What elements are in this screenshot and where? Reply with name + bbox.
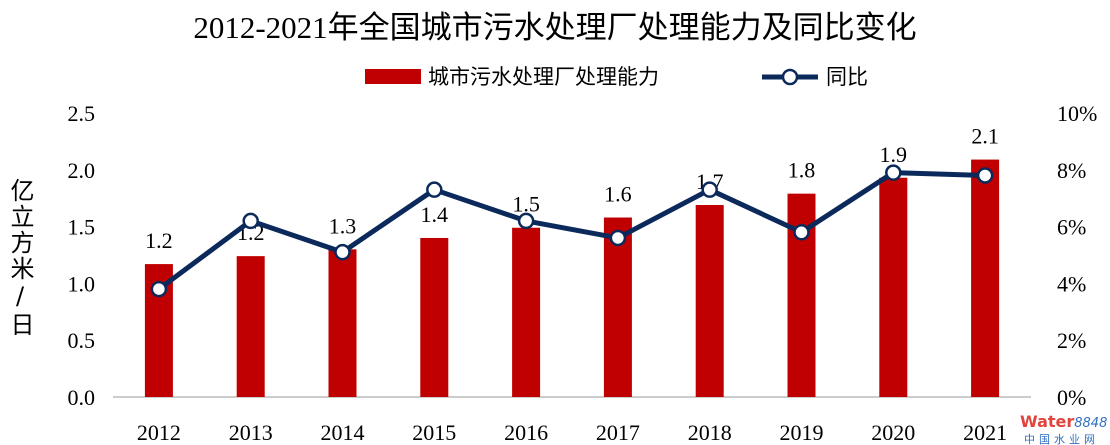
legend-line-label: 同比 — [826, 65, 868, 89]
yoy-point — [701, 181, 718, 198]
legend: 城市污水处理厂处理能力 同比 — [365, 65, 868, 89]
yoy-point — [517, 212, 535, 230]
bar-data-label: 1.5 — [512, 192, 540, 217]
yoy-point — [609, 229, 627, 247]
x-tick-label: 2017 — [596, 420, 640, 445]
legend-bar-swatch — [365, 69, 421, 84]
y2-tick-label: 0% — [1057, 385, 1086, 410]
bar — [603, 217, 632, 397]
yoy-point — [334, 243, 351, 261]
legend-bar-label: 城市污水处理厂处理能力 — [428, 65, 659, 89]
bar-data-label: 1.8 — [788, 158, 816, 183]
y2-tick-label: 8% — [1057, 158, 1086, 183]
yoy-point — [426, 181, 443, 198]
y2-tick-label: 4% — [1057, 271, 1086, 296]
watermark: Water8848 中国水业网 — [1020, 412, 1107, 445]
bar-data-label: 2.1 — [971, 124, 999, 149]
bar — [512, 227, 541, 397]
y-axis-title: 亿立方米/日 — [6, 178, 34, 338]
watermark-subtext: 中国水业网 — [1024, 433, 1099, 445]
yoy-point — [242, 212, 259, 230]
y-tick-label: 0.0 — [68, 385, 96, 410]
y2-tick-label: 2% — [1057, 328, 1086, 353]
y-tick-label: 1.5 — [68, 215, 96, 240]
y-tick-label: 0.5 — [68, 328, 96, 353]
y2-tick-label: 10% — [1057, 101, 1097, 126]
bar — [420, 237, 449, 397]
x-tick-label: 2021 — [963, 420, 1007, 445]
bar — [879, 177, 908, 397]
yoy-point — [976, 167, 994, 184]
bar-data-label: 1.3 — [329, 213, 357, 238]
x-tick-label: 2018 — [688, 420, 732, 445]
bar-data-label: 1.2 — [145, 228, 173, 253]
legend-line-marker — [781, 68, 799, 86]
chart-title: 2012-2021年全国城市污水处理厂处理能力及同比变化 — [193, 10, 916, 45]
x-tick-label: 2014 — [321, 420, 365, 445]
y2-tick-label: 6% — [1057, 215, 1086, 240]
yoy-line — [157, 170, 986, 292]
yoy-point — [885, 164, 902, 181]
bar-data-label: 1.4 — [421, 202, 449, 227]
x-tick-label: 2016 — [504, 420, 548, 445]
bar — [695, 205, 724, 397]
watermark-logo: Water8848 — [1020, 412, 1107, 431]
yoy-point — [793, 224, 810, 241]
x-tick-label: 2012 — [137, 420, 181, 445]
y-tick-label: 2.5 — [68, 101, 96, 126]
x-tick-label: 2015 — [412, 420, 456, 445]
bar — [236, 256, 265, 397]
bar — [971, 159, 1000, 397]
x-tick-label: 2013 — [229, 420, 273, 445]
bar-data-label: 1.6 — [604, 182, 632, 207]
bar-data-label: 1.9 — [880, 142, 908, 167]
x-tick-label: 2019 — [780, 420, 824, 445]
x-tick-label: 2020 — [871, 420, 915, 445]
y-tick-label: 1.0 — [68, 271, 96, 296]
y-tick-label: 2.0 — [68, 158, 96, 183]
yoy-point — [150, 280, 168, 298]
bar — [328, 249, 357, 397]
